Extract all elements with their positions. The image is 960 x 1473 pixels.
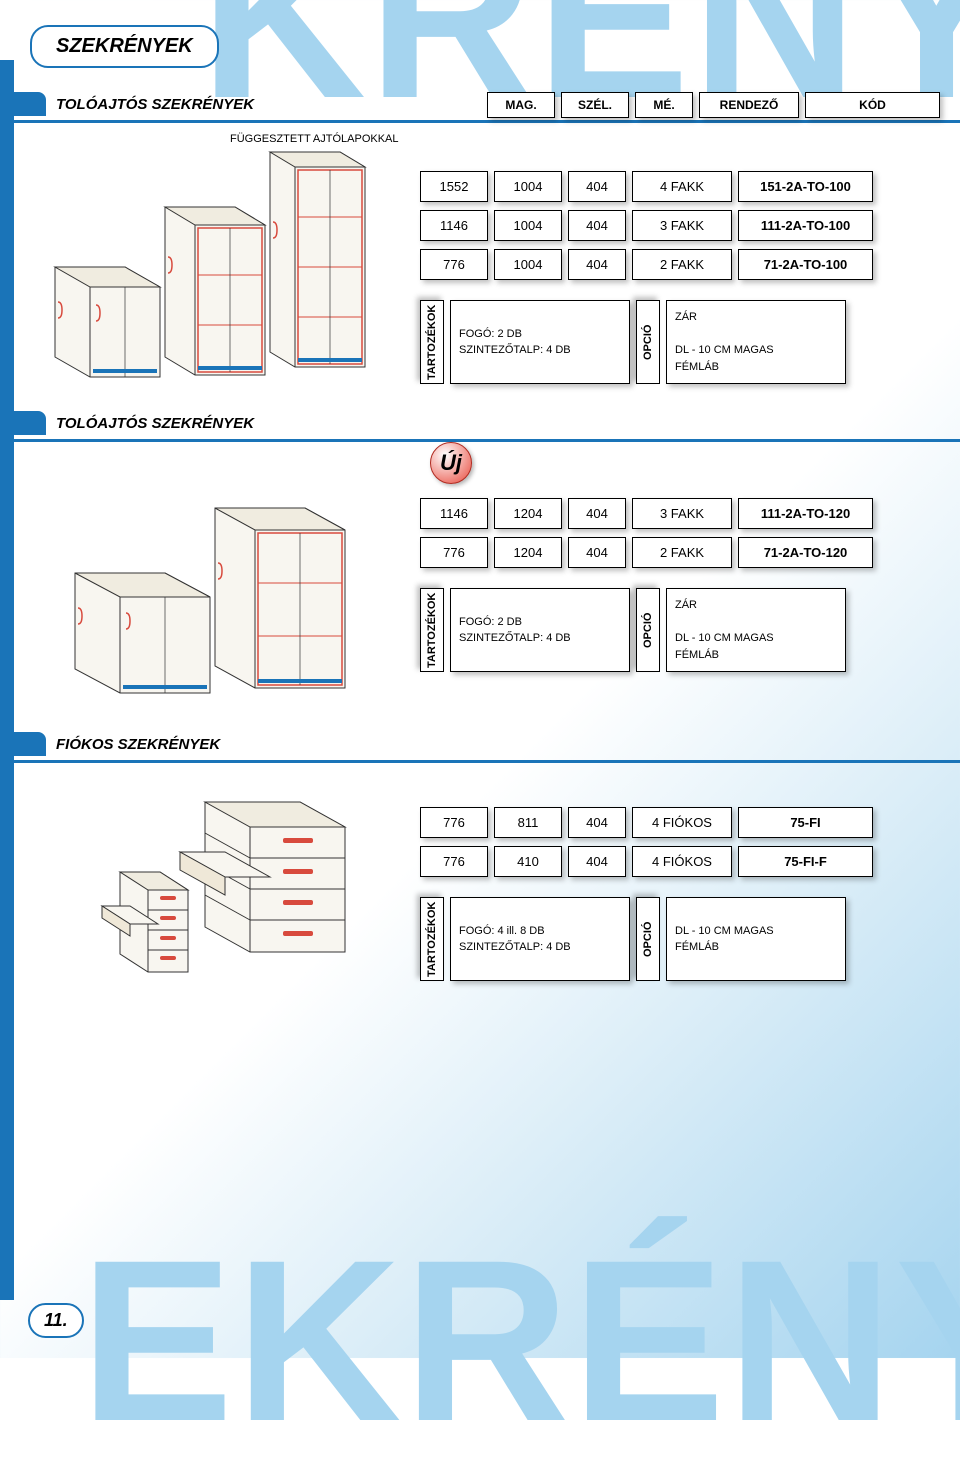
data-cell: 4 FIÓKOS — [632, 846, 732, 877]
cabinet-illustration-1 — [20, 137, 400, 387]
accessories-text: FOGÓ: 2 DBSZINTEZŐTALP: 4 DB — [450, 588, 630, 672]
illustration-2 — [0, 498, 420, 708]
data-cell: 776 — [420, 807, 488, 838]
data-cell: 1004 — [494, 210, 562, 241]
data-cell: 404 — [568, 210, 626, 241]
option-text: DL - 10 CM MAGASFÉMLÁB — [666, 897, 846, 981]
data-cell: 404 — [568, 846, 626, 877]
column-header: KÓD — [805, 92, 940, 118]
section-head-3: FIÓKOS SZEKRÉNYEK — [14, 732, 960, 756]
code-cell: 111-2A-TO-120 — [738, 498, 873, 529]
data-cell: 1204 — [494, 537, 562, 568]
data-cell: 2 FAKK — [632, 249, 732, 280]
data-cell: 811 — [494, 807, 562, 838]
data-cell: 410 — [494, 846, 562, 877]
data-cell: 1552 — [420, 171, 488, 202]
code-cell: 75-FI-F — [738, 846, 873, 877]
section-divider — [14, 439, 960, 442]
section-title: FIÓKOS SZEKRÉNYEK — [56, 736, 220, 753]
data-row: 114610044043 FAKK111-2A-TO-100 — [420, 210, 940, 241]
callout-label: FÜGGESZTETT AJTÓLAPOKKAL — [230, 133, 399, 145]
section-tab — [14, 92, 46, 116]
data-cell: 4 FAKK — [632, 171, 732, 202]
data-cell: 404 — [568, 537, 626, 568]
data-row: 77610044042 FAKK71-2A-TO-100 — [420, 249, 940, 280]
rows-3: 7768114044 FIÓKOS75-FI7764104044 FIÓKOS7… — [420, 777, 960, 987]
accessories-text: FOGÓ: 2 DBSZINTEZŐTALP: 4 DB — [450, 300, 630, 384]
option-text: ZÁR DL - 10 CM MAGASFÉMLÁB — [666, 588, 846, 672]
rows-2: 114612044043 FAKK111-2A-TO-120 7761204404… — [420, 498, 960, 708]
section-title: TOLÓAJTÓS SZEKRÉNYEK — [56, 415, 254, 432]
data-cell: 1146 — [420, 210, 488, 241]
data-cell: 776 — [420, 249, 488, 280]
data-cell: 404 — [568, 498, 626, 529]
data-cell: 2 FAKK — [632, 537, 732, 568]
data-cell: 404 — [568, 171, 626, 202]
code-cell: 111-2A-TO-100 — [738, 210, 873, 241]
section-head-2: TOLÓAJTÓS SZEKRÉNYEK — [14, 411, 960, 435]
section-body-1: FÜGGESZTETT AJTÓLAPOKKAL — [0, 137, 960, 387]
data-row: 114612044043 FAKK111-2A-TO-120 — [420, 498, 940, 529]
section-tab — [14, 411, 46, 435]
accessories-label: TARTOZÉKOK — [420, 897, 444, 981]
bg-word-bottom: EKRÉNYEK — [80, 1208, 960, 1473]
data-cell: 3 FAKK — [632, 210, 732, 241]
option-label: OPCIÓ — [636, 300, 660, 384]
column-header: RENDEZŐ — [699, 92, 799, 118]
column-header: SZÉL. — [561, 92, 629, 118]
data-cell: 404 — [568, 807, 626, 838]
content: TOLÓAJTÓS SZEKRÉNYEK MAG.SZÉL.MÉ.RENDEZŐ… — [0, 0, 960, 987]
data-cell: 1004 — [494, 249, 562, 280]
accessories-text: FOGÓ: 4 ill. 8 DBSZINTEZŐTALP: 4 DB — [450, 897, 630, 981]
data-cell: 4 FIÓKOS — [632, 807, 732, 838]
section-body-3: 7768114044 FIÓKOS75-FI7764104044 FIÓKOS7… — [0, 777, 960, 987]
data-row: 77612044042 FAKK71-2A-TO-120 — [420, 537, 940, 568]
code-cell: 71-2A-TO-120 — [738, 537, 873, 568]
code-cell: 75-FI — [738, 807, 873, 838]
column-header: MÉ. — [635, 92, 693, 118]
illustration-3 — [0, 777, 420, 987]
option-label: OPCIÓ — [636, 897, 660, 981]
accessories-label: TARTOZÉKOK — [420, 300, 444, 384]
section-divider — [14, 120, 960, 123]
option-label: OPCIÓ — [636, 588, 660, 672]
section-divider — [14, 760, 960, 763]
illustration-1: FÜGGESZTETT AJTÓLAPOKKAL — [0, 137, 420, 387]
data-cell: 1004 — [494, 171, 562, 202]
data-cell: 404 — [568, 249, 626, 280]
uj-badge: Új — [430, 442, 472, 484]
rows-1: 155210044044 FAKK151-2A-TO-1001146100440… — [420, 137, 960, 387]
drawer-illustration — [20, 777, 400, 987]
page-title: SZEKRÉNYEK — [30, 25, 219, 68]
accessories-label: TARTOZÉKOK — [420, 588, 444, 672]
data-cell: 776 — [420, 537, 488, 568]
code-cell: 71-2A-TO-100 — [738, 249, 873, 280]
column-header: MAG. — [487, 92, 555, 118]
section-title: TOLÓAJTÓS SZEKRÉNYEK — [56, 96, 254, 113]
cabinet-illustration-2 — [20, 498, 400, 708]
code-cell: 151-2A-TO-100 — [738, 171, 873, 202]
section-body-2: 114612044043 FAKK111-2A-TO-120 7761204404… — [0, 498, 960, 708]
data-row: 7764104044 FIÓKOS75-FI-F — [420, 846, 940, 877]
data-row: 155210044044 FAKK151-2A-TO-100 — [420, 171, 940, 202]
data-cell: 3 FAKK — [632, 498, 732, 529]
section-tab — [14, 732, 46, 756]
data-row: 7768114044 FIÓKOS75-FI — [420, 807, 940, 838]
column-headers: MAG.SZÉL.MÉ.RENDEZŐKÓD — [487, 92, 940, 118]
page-number: 11. — [28, 1303, 84, 1338]
data-cell: 776 — [420, 846, 488, 877]
option-text: ZÁR DL - 10 CM MAGASFÉMLÁB — [666, 300, 846, 384]
data-cell: 1146 — [420, 498, 488, 529]
data-cell: 1204 — [494, 498, 562, 529]
